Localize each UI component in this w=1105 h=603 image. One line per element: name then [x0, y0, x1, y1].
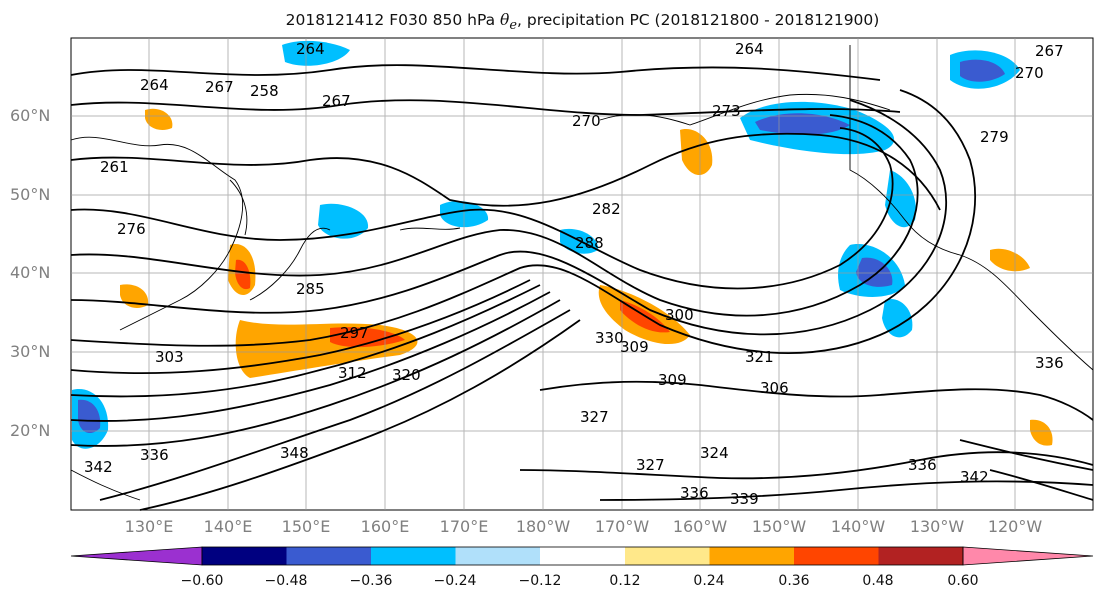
- colorbar-tick-label: −0.24: [433, 573, 477, 589]
- contour-label: 288: [575, 234, 604, 252]
- contour-label: 312: [338, 364, 367, 382]
- contour-label: 303: [155, 348, 184, 366]
- contour-label: 267: [322, 92, 351, 110]
- contour-label: 336: [140, 446, 169, 464]
- contour-label: 264: [296, 40, 325, 58]
- contour-label: 270: [1015, 64, 1044, 82]
- colorbar: [70, 546, 1094, 566]
- contour-label: 300: [665, 306, 694, 324]
- contour-label: 342: [84, 458, 113, 476]
- lon-label: 140°W: [830, 517, 886, 536]
- lat-label: 30°N: [10, 342, 51, 361]
- contour-label: 324: [700, 444, 729, 462]
- lat-label: 60°N: [10, 106, 51, 125]
- contour-label: 282: [592, 200, 621, 218]
- colorbar-tick-label: −0.48: [264, 573, 308, 589]
- contour-label: 336: [680, 484, 709, 502]
- contour-label: 306: [760, 379, 789, 397]
- lon-label: 140°E: [203, 517, 253, 536]
- contour-label: 264: [735, 40, 764, 58]
- lat-label: 20°N: [10, 421, 51, 440]
- contour-label: 327: [580, 408, 609, 426]
- theta-e-contours: [70, 64, 1094, 511]
- lon-label: 150°W: [751, 517, 807, 536]
- colorbar-tick-label: 0.60: [947, 573, 979, 589]
- colorbar-tick-label: 0.36: [778, 573, 810, 589]
- contour-label: 330: [595, 329, 624, 347]
- contour-label: 339: [730, 490, 759, 508]
- contour-label: 261: [100, 158, 129, 176]
- lon-label: 160°W: [672, 517, 728, 536]
- contour-label: 321: [745, 348, 774, 366]
- contour-label: 348: [280, 444, 309, 462]
- colorbar-tick-label: 0.48: [862, 573, 894, 589]
- lat-label: 40°N: [10, 263, 51, 282]
- colorbar-tick-label: −0.36: [349, 573, 393, 589]
- contour-label: 336: [908, 456, 937, 474]
- contour-labels: 264 264 267 258 267 270 273 264 267 270 …: [84, 40, 1064, 508]
- colorbar-tick-label: −0.12: [518, 573, 562, 589]
- contour-label: 267: [1035, 42, 1064, 60]
- lon-label: 170°W: [594, 517, 650, 536]
- map-title: 2018121412 F030 850 hPa θe, precipitatio…: [285, 11, 880, 34]
- lon-label: 120°W: [987, 517, 1043, 536]
- contour-label: 327: [636, 456, 665, 474]
- contour-label: 309: [620, 338, 649, 356]
- contour-label: 267: [205, 78, 234, 96]
- contour-label: 258: [250, 82, 279, 100]
- contour-label: 297: [340, 324, 369, 342]
- contour-label: 309: [658, 371, 687, 389]
- contour-label: 264: [140, 76, 169, 94]
- contour-label: 279: [980, 128, 1009, 146]
- lon-label: 180°W: [515, 517, 571, 536]
- lon-label: 170°E: [439, 517, 489, 536]
- contour-label: 270: [572, 112, 601, 130]
- contour-label: 273: [712, 102, 741, 120]
- contour-label: 285: [296, 280, 325, 298]
- contour-label: 276: [117, 220, 146, 238]
- contour-label: 342: [960, 468, 989, 486]
- lon-label: 160°E: [360, 517, 410, 536]
- lon-label: 130°W: [909, 517, 965, 536]
- contour-label: 336: [1035, 354, 1064, 372]
- colorbar-tick-label: −0.60: [180, 573, 224, 589]
- colorbar-tick-label: 0.12: [609, 573, 641, 589]
- lat-label: 50°N: [10, 185, 51, 204]
- graticule: [71, 38, 1093, 510]
- lon-label: 130°E: [124, 517, 174, 536]
- lon-label: 150°E: [281, 517, 331, 536]
- colorbar-tick-label: 0.24: [693, 573, 725, 589]
- contour-label: 320: [392, 366, 421, 384]
